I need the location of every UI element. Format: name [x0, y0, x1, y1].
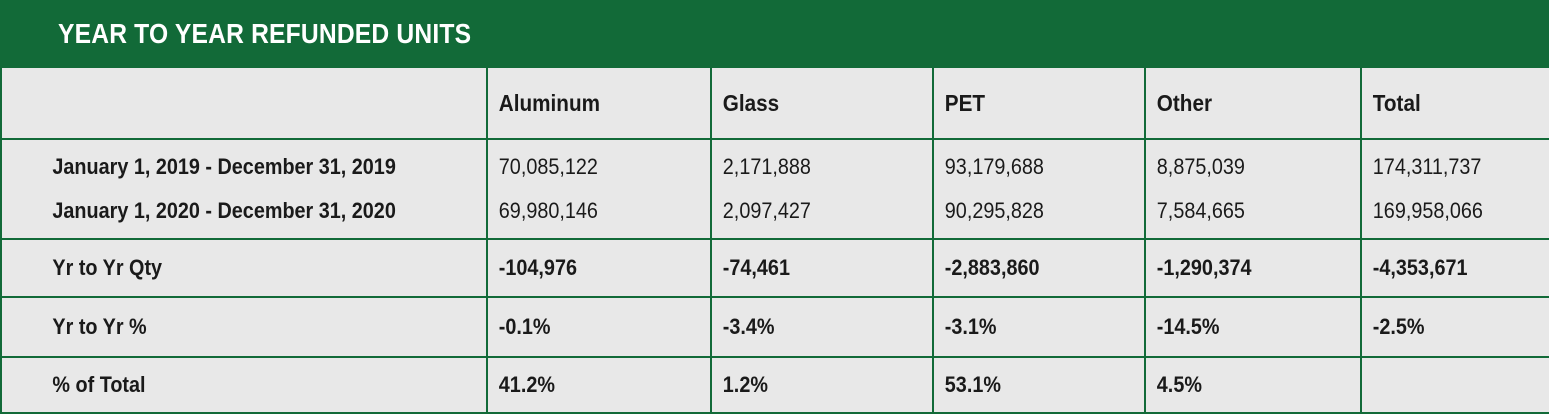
glass-period-values: 2,171,888 2,097,427	[710, 138, 934, 240]
column-header-aluminum: Aluminum	[486, 68, 712, 140]
table-cell: -2.5%	[1360, 296, 1549, 358]
table-row-yr-to-yr-qty: Yr to Yr Qty -104,976 -74,461 -2,883,860…	[0, 238, 1549, 298]
row-label: Yr to Yr %	[0, 296, 488, 358]
period-label-2020: January 1, 2020 - December 31, 2020	[52, 198, 396, 223]
table-row-percent-of-total: % of Total 41.2% 1.2% 53.1% 4.5%	[0, 356, 1549, 414]
period-label-2019: January 1, 2019 - December 31, 2019	[52, 154, 396, 179]
other-2020-value: 7,584,665	[1156, 198, 1245, 223]
table-cell: 41.2%	[486, 356, 712, 414]
row-label: Yr to Yr Qty	[0, 238, 488, 298]
table-cell: -74,461	[710, 238, 934, 298]
pet-2019-value: 93,179,688	[944, 154, 1044, 179]
refunded-units-table: Aluminum Glass PET Other Total January 1…	[0, 68, 1549, 414]
total-2019-value: 174,311,737	[1372, 154, 1482, 179]
table-cell: 4.5%	[1144, 356, 1362, 414]
header-row: Aluminum Glass PET Other Total	[0, 68, 1549, 140]
table-cell: 1.2%	[710, 356, 934, 414]
row-label: % of Total	[0, 356, 488, 414]
column-header-total: Total	[1360, 68, 1549, 140]
aluminum-2020-value: 69,980,146	[498, 198, 598, 223]
table-cell: -104,976	[486, 238, 712, 298]
column-header-glass: Glass	[710, 68, 934, 140]
table-cell	[1360, 356, 1549, 414]
aluminum-2019-value: 70,085,122	[498, 154, 598, 179]
other-2019-value: 8,875,039	[1156, 154, 1245, 179]
glass-2019-value: 2,171,888	[722, 154, 811, 179]
table-cell: -0.1%	[486, 296, 712, 358]
pet-2020-value: 90,295,828	[944, 198, 1044, 223]
table-cell: -4,353,671	[1360, 238, 1549, 298]
pet-period-values: 93,179,688 90,295,828	[932, 138, 1146, 240]
table-row-yr-to-yr-percent: Yr to Yr % -0.1% -3.4% -3.1% -14.5% -2.5…	[0, 296, 1549, 358]
table-cell: -3.1%	[932, 296, 1146, 358]
table-cell: -3.4%	[710, 296, 934, 358]
table-cell: 53.1%	[932, 356, 1146, 414]
title-bar: YEAR TO YEAR REFUNDED UNITS	[0, 0, 1549, 68]
aluminum-period-values: 70,085,122 69,980,146	[486, 138, 712, 240]
table-cell: -2,883,860	[932, 238, 1146, 298]
period-labels-cell: January 1, 2019 - December 31, 2019 Janu…	[0, 138, 488, 240]
table-cell: -14.5%	[1144, 296, 1362, 358]
total-2020-value: 169,958,066	[1372, 198, 1483, 223]
table-cell: -1,290,374	[1144, 238, 1362, 298]
other-period-values: 8,875,039 7,584,665	[1144, 138, 1362, 240]
header-corner-cell	[0, 68, 488, 140]
column-header-other: Other	[1144, 68, 1362, 140]
glass-2020-value: 2,097,427	[722, 198, 811, 223]
column-header-pet: PET	[932, 68, 1146, 140]
table-title: YEAR TO YEAR REFUNDED UNITS	[58, 18, 472, 49]
total-period-values: 174,311,737 169,958,066	[1360, 138, 1549, 240]
period-rows: January 1, 2019 - December 31, 2019 Janu…	[0, 138, 1549, 240]
